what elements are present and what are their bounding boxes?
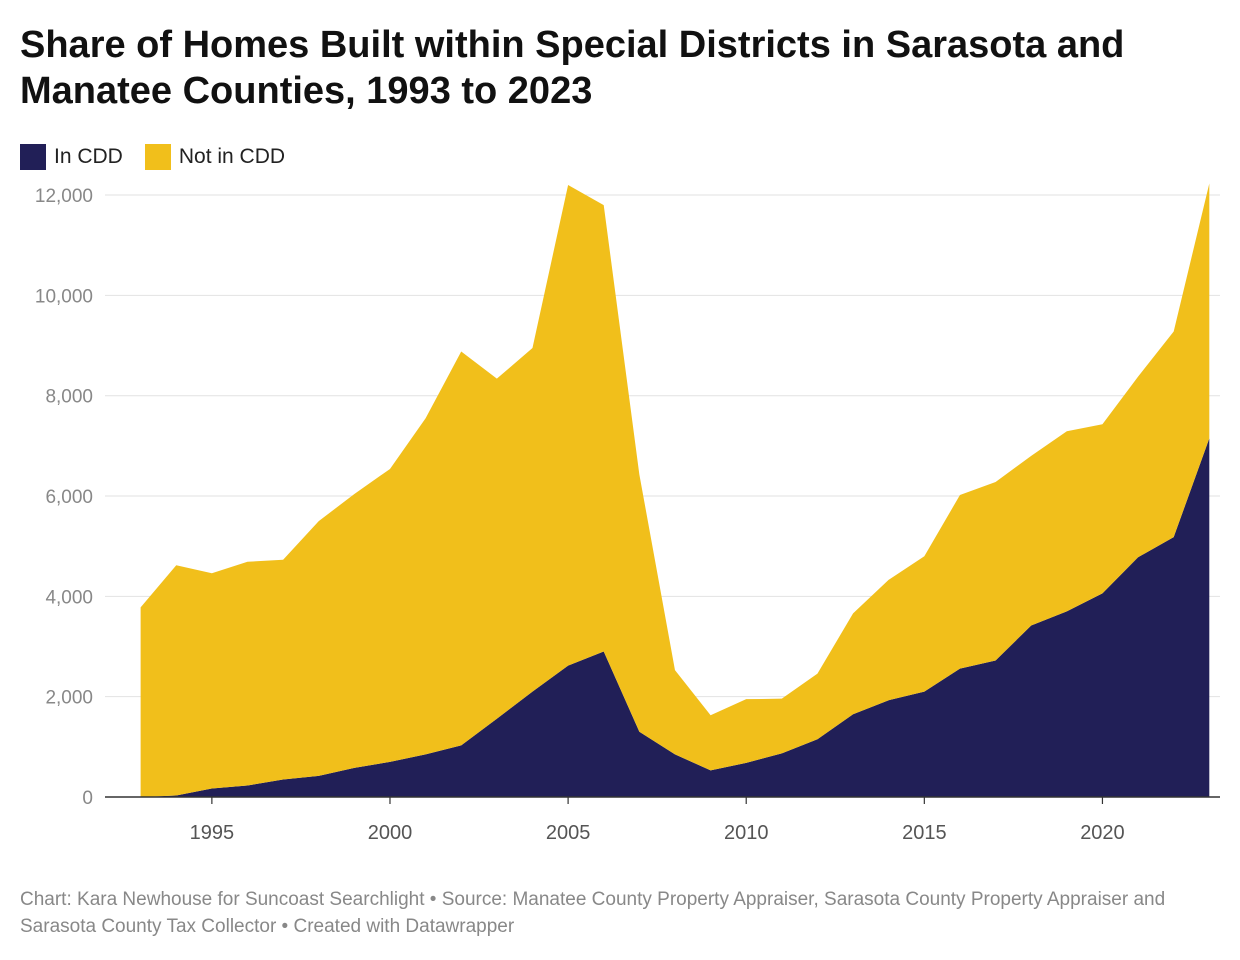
legend-swatch-in-cdd bbox=[20, 144, 46, 170]
area-chart: 0 2,000 4,000 6,000 8,000 10,000 12,000 1995 200… bbox=[35, 183, 1220, 844]
x-tick-label-1995: 1995 bbox=[190, 822, 235, 844]
y-tick-label-2000: 2,000 bbox=[45, 688, 93, 709]
x-tick-label-2020: 2020 bbox=[1080, 822, 1125, 844]
legend-item-not-in-cdd: Not in CDD bbox=[144, 144, 286, 170]
x-tick-label-2005: 2005 bbox=[546, 822, 591, 844]
chart-title: Share of Homes Built within Special Dist… bbox=[20, 24, 1125, 112]
legend-item-in-cdd: In CDD bbox=[20, 144, 123, 170]
y-tick-label-12000: 12,000 bbox=[35, 186, 93, 207]
y-tick-label-10000: 10,000 bbox=[35, 286, 93, 307]
y-tick-label-6000: 6,000 bbox=[45, 487, 93, 508]
legend: In CDD Not in CDD bbox=[20, 144, 285, 170]
x-tick-label-2010: 2010 bbox=[724, 822, 769, 844]
x-tick-label-2000: 2000 bbox=[368, 822, 413, 844]
legend-label-in-cdd: In CDD bbox=[54, 145, 123, 168]
y-tick-label-0: 0 bbox=[82, 788, 93, 809]
area-in-cdd bbox=[140, 438, 1210, 797]
y-tick-label-8000: 8,000 bbox=[45, 387, 93, 408]
area-not-in-cdd bbox=[140, 183, 1210, 797]
legend-label-not-in-cdd: Not in CDD bbox=[178, 145, 286, 168]
x-tick-label-2015: 2015 bbox=[902, 822, 947, 844]
y-tick-label-4000: 4,000 bbox=[45, 587, 93, 608]
chart-footer: Chart: Kara Newhouse for Suncoast Search… bbox=[20, 889, 1166, 937]
legend-swatch-not-in-cdd bbox=[144, 144, 171, 170]
